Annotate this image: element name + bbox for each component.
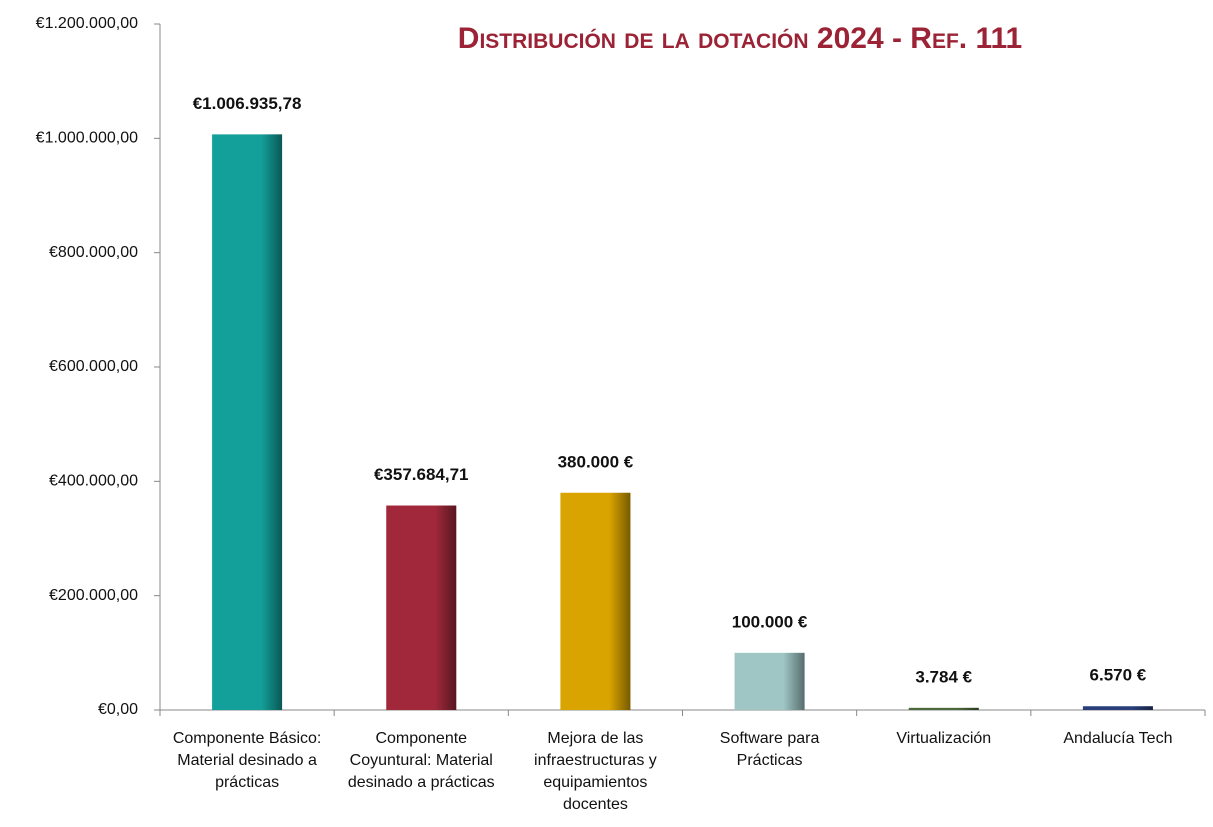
data-label: €1.006.935,78 <box>193 94 302 113</box>
x-tick-label: Andalucía Tech <box>1063 730 1173 747</box>
y-tick-label: €800.000,00 <box>49 244 138 261</box>
data-label: 380.000 € <box>558 452 634 471</box>
x-tick-label: Software para Prácticas <box>719 730 820 769</box>
y-tick-label: €400.000,00 <box>49 473 138 490</box>
bar-shade <box>560 492 631 710</box>
x-tick-label: Mejora de las infraestructuras y equipam… <box>534 730 657 813</box>
y-tick-label: €600.000,00 <box>49 358 138 375</box>
bar-shade <box>908 707 979 710</box>
y-tick-label: €1.000.000,00 <box>36 130 138 147</box>
y-tick-label: €1.200.000,00 <box>36 15 138 32</box>
data-label: 6.570 € <box>1090 666 1147 685</box>
y-tick-label: €0,00 <box>98 701 138 718</box>
data-label: 3.784 € <box>915 667 972 686</box>
bar-shade <box>212 134 283 710</box>
data-label: 100.000 € <box>732 612 808 631</box>
x-tick-label: Virtualización <box>896 730 992 747</box>
chart-title: Distribución de la dotación 2024 - Ref. … <box>457 22 1023 55</box>
x-tick-label: Componente Básico: Material desinado a p… <box>172 730 322 791</box>
data-label: €357.684,71 <box>374 465 469 484</box>
x-tick-label: Componente Coyuntural: Material desinado… <box>347 730 495 791</box>
bar-shade <box>386 505 457 710</box>
bar-shade <box>1082 706 1153 710</box>
bar-shade <box>734 652 805 710</box>
y-tick-label: €200.000,00 <box>49 587 138 604</box>
